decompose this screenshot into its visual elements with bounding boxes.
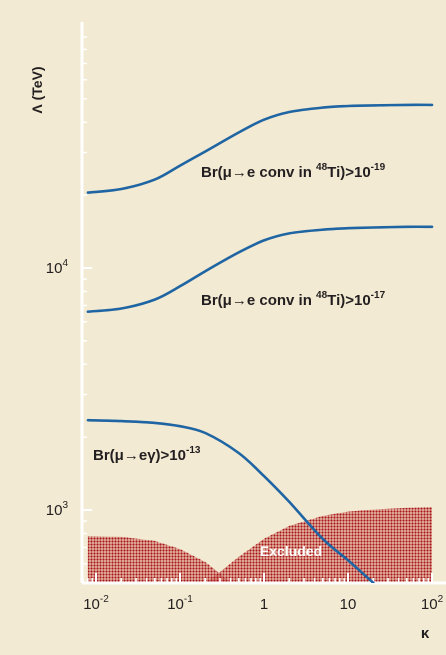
series-label-part: 48 bbox=[316, 290, 328, 301]
x-tick-label-mantissa: 10 bbox=[167, 596, 184, 613]
series-label-part: Ti)>10 bbox=[327, 164, 371, 181]
x-tick-label-exponent: -2 bbox=[100, 594, 109, 605]
y-tick-label-mantissa: 10 bbox=[46, 502, 63, 519]
y-tick-label-exponent: 4 bbox=[62, 258, 68, 269]
labels-layer: Λ (TeV) κ Excluded Br(μ→e conv in 48Ti)>… bbox=[29, 66, 430, 642]
x-tick-label: 10-1 bbox=[167, 594, 193, 613]
y-tick-label-exponent: 3 bbox=[62, 500, 68, 511]
series-label-1: Br(μ→e conv in 48Ti)>10-19 bbox=[201, 162, 386, 181]
series-label-part: Br( bbox=[201, 292, 223, 309]
curves-layer bbox=[86, 103, 434, 583]
series-label-part: → bbox=[232, 292, 247, 309]
series-label-part: μ bbox=[223, 292, 232, 309]
series-label-part: γ)>10 bbox=[147, 447, 186, 464]
series-label-part: μ bbox=[115, 447, 124, 464]
series-label-part: e bbox=[139, 447, 147, 464]
series-line-2 bbox=[86, 225, 434, 313]
series-label-part: → bbox=[232, 164, 247, 181]
x-tick-label: 10 bbox=[340, 596, 357, 613]
x-tick-label-text: 1 bbox=[260, 596, 268, 613]
series-label-part: -13 bbox=[186, 445, 201, 456]
series-label-part: e bbox=[247, 292, 255, 309]
x-axis-label: κ bbox=[421, 625, 430, 642]
x-tick-label-exponent: -1 bbox=[184, 594, 193, 605]
y-axis-label: Λ (TeV) bbox=[29, 66, 45, 113]
x-tick-label-mantissa: 10 bbox=[83, 596, 100, 613]
series-label-part: conv in bbox=[255, 292, 316, 309]
series-line-3 bbox=[86, 418, 375, 583]
series-label-part: 48 bbox=[316, 162, 328, 173]
x-tick-label: 10-2 bbox=[83, 594, 109, 613]
x-tick-label: 102 bbox=[421, 594, 444, 613]
y-tick-label: 104 bbox=[46, 258, 69, 277]
excluded-region-2 bbox=[205, 507, 432, 583]
x-tick-label-text: 10 bbox=[340, 596, 357, 613]
series-label-part: e bbox=[247, 164, 255, 181]
excluded-layer bbox=[87, 507, 432, 583]
series-label-part: → bbox=[124, 447, 139, 464]
series-label-part: -17 bbox=[371, 290, 386, 301]
series-label-part: Ti)>10 bbox=[327, 292, 371, 309]
series-label-part: μ bbox=[223, 164, 232, 181]
excluded-region-1 bbox=[87, 536, 231, 583]
excluded-label: Excluded bbox=[260, 543, 322, 559]
series-line-1 bbox=[86, 103, 434, 194]
y-tick-label: 103 bbox=[46, 500, 69, 519]
series-label-part: conv in bbox=[255, 164, 316, 181]
series-label-3: Br(μ→eγ)>10-13 bbox=[93, 445, 201, 464]
y-tick-label-mantissa: 10 bbox=[46, 260, 63, 277]
series-label-part: Br( bbox=[93, 447, 115, 464]
x-tick-label-exponent: 2 bbox=[438, 594, 444, 605]
x-tick-label-mantissa: 10 bbox=[421, 596, 438, 613]
series-label-part: -19 bbox=[371, 162, 386, 173]
series-label-2: Br(μ→e conv in 48Ti)>10-17 bbox=[201, 290, 386, 309]
x-tick-label: 1 bbox=[260, 596, 268, 613]
series-label-part: Br( bbox=[201, 164, 223, 181]
